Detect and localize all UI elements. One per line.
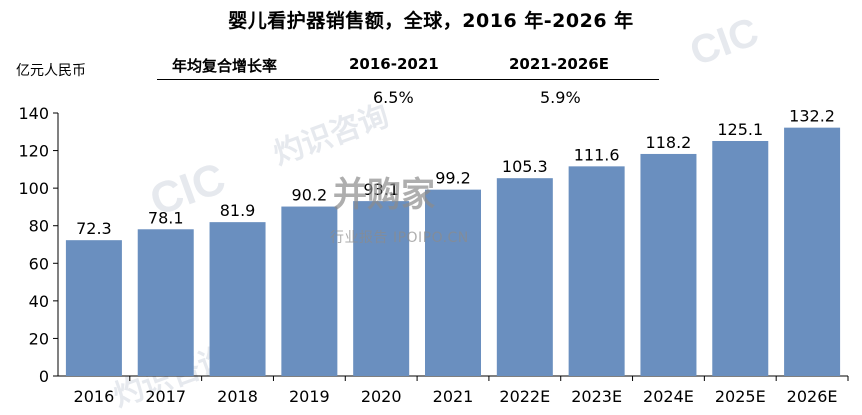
bar: [353, 201, 410, 376]
y-axis-unit-label: 亿元人民币: [16, 63, 86, 79]
bar: [640, 153, 697, 376]
y-tick-label: 80: [29, 217, 49, 236]
x-tick-label: 2022E: [499, 387, 550, 406]
bar: [784, 127, 841, 376]
x-tick-label: 2024E: [643, 387, 694, 406]
data-label: 72.3: [76, 219, 112, 238]
x-tick-label: 2020: [361, 387, 402, 406]
cagr-period-1: 2016-2021: [349, 55, 439, 73]
bar: [281, 206, 338, 376]
x-tick-label: 2026E: [787, 387, 838, 406]
data-label: 125.1: [717, 120, 763, 139]
data-label: 105.3: [502, 157, 548, 176]
watermark-logo-text: 并购家: [333, 175, 435, 215]
cagr-rate-2: 5.9%: [540, 88, 581, 107]
bar: [65, 240, 122, 376]
x-tick-label: 2019: [289, 387, 330, 406]
y-tick-label: 40: [29, 292, 49, 311]
y-tick-label: 20: [29, 329, 49, 348]
x-tick-label: 2017: [145, 387, 186, 406]
data-label: 81.9: [220, 201, 256, 220]
cagr-rate-1: 6.5%: [373, 88, 414, 107]
y-tick-label: 60: [29, 254, 49, 273]
data-label: 78.1: [148, 208, 184, 227]
bar: [568, 166, 625, 376]
y-tick-label: 120: [18, 142, 49, 161]
chart-title: 婴儿看护器销售额，全球，2016 年-2026 年: [228, 10, 634, 32]
cagr-row-label: 年均复合增长率: [172, 57, 278, 75]
bar: [496, 178, 553, 376]
x-tick-label: 2016: [74, 387, 115, 406]
bar: [425, 189, 481, 376]
x-tick-label: 2023E: [571, 387, 622, 406]
data-label: 132.2: [789, 107, 835, 126]
data-label: 118.2: [646, 133, 692, 152]
data-label: 99.2: [435, 169, 471, 188]
y-tick-label: 140: [18, 104, 49, 123]
watermark-logo-subtext: 行业报告 IPOIPO.CN: [330, 230, 469, 246]
x-tick-label: 2018: [217, 387, 258, 406]
bar: [209, 222, 266, 376]
data-label: 111.6: [574, 145, 620, 164]
x-tick-label: 2025E: [715, 387, 766, 406]
data-label: 93.1: [363, 180, 399, 199]
cagr-period-2: 2021-2026E: [509, 55, 609, 73]
bar: [712, 140, 769, 376]
y-tick-label: 0: [39, 367, 49, 386]
bar: [137, 229, 194, 376]
data-label: 90.2: [292, 186, 328, 205]
y-tick-label: 100: [18, 179, 49, 198]
x-tick-label: 2021: [433, 387, 474, 406]
cagr-divider: [157, 79, 659, 80]
